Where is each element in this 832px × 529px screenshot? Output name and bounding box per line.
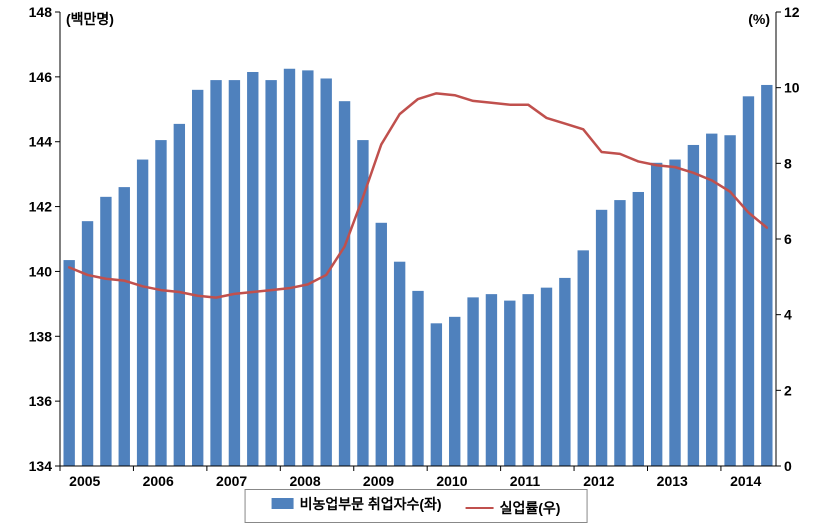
x-tick-label: 2007: [216, 473, 247, 489]
chart-svg: 134 136 138 140 142 144 146 148 0 2 4 6 8 10 12 2005 200…: [0, 0, 832, 529]
bar: [724, 135, 735, 466]
bar: [449, 317, 460, 466]
x-tick-label: 2008: [289, 473, 320, 489]
y-right-tick-label: 12: [784, 4, 800, 20]
left-axis-label: (백만명): [66, 11, 114, 27]
legend-item-line: 실업률(우): [466, 498, 561, 518]
bar: [376, 223, 387, 466]
x-tick-label: 2009: [363, 473, 394, 489]
bar: [265, 80, 276, 466]
bar: [614, 200, 625, 466]
y-right-tick-label: 2: [784, 382, 792, 398]
bar: [82, 221, 93, 466]
bar: [155, 140, 166, 466]
bar: [669, 160, 680, 466]
bar: [302, 70, 313, 466]
bar: [761, 85, 772, 466]
y-left-tick-label: 144: [29, 134, 53, 150]
y-right-tick-label: 0: [784, 458, 792, 474]
x-tick-label: 2010: [436, 473, 467, 489]
bar: [247, 72, 258, 466]
legend-swatch-bar: [272, 498, 294, 509]
bar: [174, 124, 185, 466]
bar: [321, 78, 332, 466]
bar: [633, 192, 644, 466]
bar: [596, 210, 607, 466]
bar: [394, 262, 405, 466]
bar: [339, 101, 350, 466]
bar: [522, 294, 533, 466]
bar: [431, 323, 442, 466]
legend-swatch-line: [466, 507, 494, 509]
bar: [559, 278, 570, 466]
bar: [229, 80, 240, 466]
bar: [284, 69, 295, 466]
y-right-tick-label: 6: [784, 231, 792, 247]
y-left-tick-label: 142: [29, 199, 53, 215]
bar: [210, 80, 221, 466]
y-left-tick-label: 136: [29, 393, 53, 409]
x-tick-label: 2011: [510, 473, 541, 489]
bar: [486, 294, 497, 466]
y-left-tick-label: 134: [29, 458, 53, 474]
x-tick-label: 2005: [69, 473, 100, 489]
bar: [412, 291, 423, 466]
bar: [63, 260, 74, 466]
bar: [743, 96, 754, 466]
legend-label-line: 실업률(우): [500, 498, 561, 518]
y-left-tick-label: 140: [29, 263, 53, 279]
legend-item-bars: 비농업부문 취업자수(좌): [272, 494, 442, 514]
bar: [688, 145, 699, 466]
right-axis-label: (%): [748, 11, 770, 27]
legend: 비농업부문 취업자수(좌) 실업률(우): [245, 489, 588, 524]
x-tick-label: 2013: [657, 473, 688, 489]
legend-label-bars: 비농업부문 취업자수(좌): [300, 494, 442, 514]
y-right-tick-label: 4: [784, 307, 792, 323]
y-right-tick-label: 10: [784, 80, 800, 96]
x-tick-label: 2012: [583, 473, 614, 489]
bar: [192, 90, 203, 466]
bar: [578, 250, 589, 466]
y-left-tick-label: 138: [29, 328, 53, 344]
x-tick-label: 2006: [143, 473, 174, 489]
x-tick-label: 2014: [730, 473, 761, 489]
bar: [504, 301, 515, 466]
bar: [100, 197, 111, 466]
chart-container: 134 136 138 140 142 144 146 148 0 2 4 6 8 10 12 2005 200…: [0, 0, 832, 529]
y-right-tick-label: 8: [784, 155, 792, 171]
y-left-tick-label: 148: [29, 4, 53, 20]
y-left-tick-label: 146: [29, 69, 53, 85]
bar: [137, 160, 148, 466]
bar: [467, 297, 478, 466]
bar: [541, 288, 552, 466]
bar: [119, 187, 130, 466]
bar: [651, 163, 662, 466]
